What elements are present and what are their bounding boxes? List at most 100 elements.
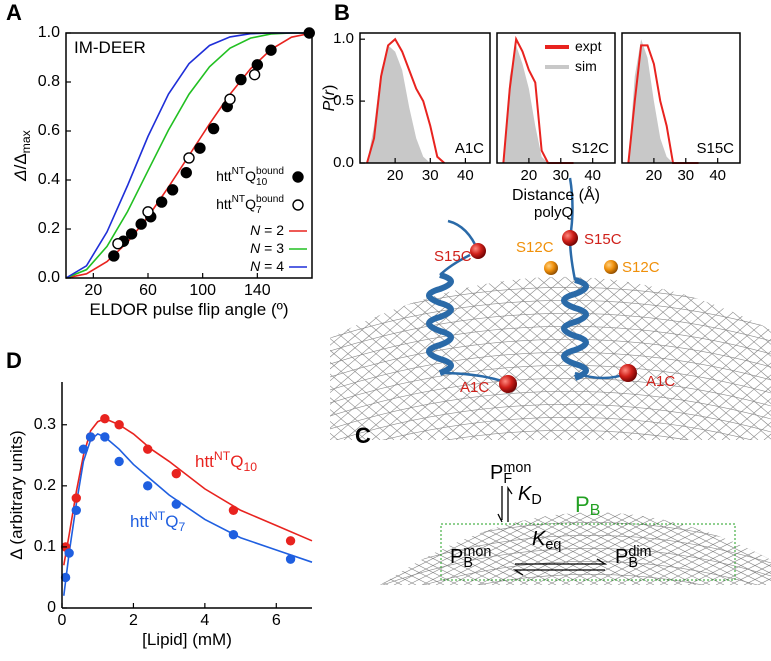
mesh-line xyxy=(491,512,753,585)
mesh-line xyxy=(435,512,697,585)
mesh-line xyxy=(609,276,771,440)
point xyxy=(142,206,154,218)
mesh-line xyxy=(567,276,771,440)
spin-labels xyxy=(470,230,637,393)
mesh-line xyxy=(380,512,445,585)
sphere xyxy=(499,375,517,393)
x-tick-label: 4 xyxy=(200,612,209,629)
mesh-line xyxy=(701,512,771,585)
point xyxy=(248,68,261,81)
mesh-line xyxy=(380,512,417,585)
mesh-line xyxy=(0,220,58,440)
structure-label: S12C xyxy=(622,259,660,276)
y-axis-label: Δ/Δmax xyxy=(11,130,33,182)
y-tick-label: 0.0 xyxy=(38,269,60,286)
mesh-line xyxy=(715,512,771,585)
point xyxy=(155,196,168,208)
y-tick-label: 1.0 xyxy=(333,30,354,47)
y-tick-label: 0.8 xyxy=(38,73,60,90)
mesh-line xyxy=(0,220,156,440)
structure-label: A1C xyxy=(460,379,489,396)
mesh-line xyxy=(330,352,771,391)
mesh-line xyxy=(330,313,771,352)
mesh-line xyxy=(8,220,268,440)
y-axis-label: P(r) xyxy=(321,85,338,112)
mesh-line xyxy=(693,276,771,440)
area xyxy=(628,39,699,163)
mesh-line xyxy=(343,276,605,440)
point xyxy=(71,493,81,503)
mesh-line xyxy=(553,276,771,440)
helices xyxy=(426,177,629,385)
x-axis-label: Distance (Å) xyxy=(512,185,600,204)
mesh-line xyxy=(407,512,669,585)
point xyxy=(78,444,89,454)
legend-label: N = 3 xyxy=(250,240,284,256)
mesh-line xyxy=(380,512,445,585)
mesh-line xyxy=(330,326,771,365)
mesh-line xyxy=(330,300,771,339)
structure-label: S12C xyxy=(516,239,554,256)
mesh-line xyxy=(0,220,128,440)
mesh-line xyxy=(707,276,771,440)
frame xyxy=(621,32,741,164)
mesh-line xyxy=(330,391,771,430)
point xyxy=(135,218,147,230)
point xyxy=(207,122,220,135)
mesh-line xyxy=(330,276,507,440)
mesh-line xyxy=(659,512,771,585)
mesh-line xyxy=(721,276,771,440)
y-axis-label: Δ (arbitrary units) xyxy=(7,430,26,559)
sphere xyxy=(619,364,637,382)
mesh-line xyxy=(399,276,661,440)
y-tick-label: 0.2 xyxy=(38,220,60,237)
sphere xyxy=(562,230,578,246)
mesh-line xyxy=(0,220,254,440)
mesh-line xyxy=(0,220,142,440)
point xyxy=(228,530,239,540)
x-tick-label: 40 xyxy=(709,167,726,184)
mesh-line xyxy=(0,220,100,440)
mesh-line xyxy=(330,276,493,440)
mesh-line xyxy=(0,220,170,440)
point xyxy=(71,505,81,515)
point xyxy=(143,481,153,491)
mesh-line xyxy=(637,276,771,440)
area xyxy=(503,45,574,163)
y-tick-label: 0.0 xyxy=(333,154,354,171)
mesh-line xyxy=(735,276,771,440)
structure-label: A1C xyxy=(646,373,675,390)
mesh-line xyxy=(330,276,381,440)
mesh-line xyxy=(539,276,771,440)
point xyxy=(251,59,264,71)
mesh-line xyxy=(0,220,114,440)
legend-label: expt xyxy=(575,38,602,54)
mesh-line xyxy=(533,512,771,585)
legend-label: N = 4 xyxy=(250,258,284,274)
mesh-line xyxy=(330,417,771,440)
mesh-line xyxy=(330,365,771,404)
point xyxy=(285,554,296,564)
mesh-line xyxy=(707,276,771,440)
point xyxy=(85,432,96,442)
point xyxy=(235,73,247,86)
point xyxy=(171,499,181,509)
y-tick-label: 1.0 xyxy=(38,24,60,41)
bound-box xyxy=(440,523,736,581)
mesh-line xyxy=(380,512,473,585)
mesh-line xyxy=(631,512,771,585)
mesh-line xyxy=(0,220,156,440)
point xyxy=(143,444,153,454)
x-tick-label: 60 xyxy=(139,282,157,299)
series-label: httNTQ10 xyxy=(195,449,257,474)
structure-label: S15C xyxy=(434,248,472,265)
mesh-line xyxy=(519,512,771,585)
scheme-label: KD xyxy=(518,483,542,508)
mesh-line xyxy=(449,512,711,585)
point xyxy=(100,432,110,442)
mesh-line xyxy=(330,287,771,326)
mesh-line xyxy=(743,512,771,585)
point xyxy=(108,250,120,262)
mesh-line xyxy=(371,276,633,440)
mesh-line xyxy=(413,276,675,440)
